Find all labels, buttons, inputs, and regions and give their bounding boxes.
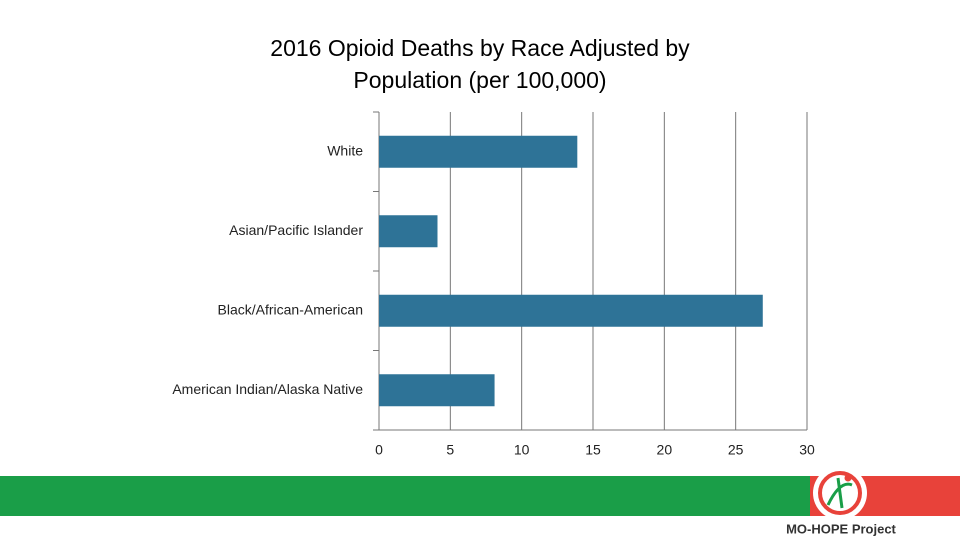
y-tick-label: Black/African-American bbox=[218, 301, 364, 317]
logo-ring bbox=[818, 471, 862, 515]
x-tick-label: 5 bbox=[446, 442, 454, 458]
bar bbox=[379, 374, 495, 407]
y-tick-label: American Indian/Alaska Native bbox=[172, 381, 363, 397]
bar bbox=[379, 135, 578, 168]
x-tick-label: 15 bbox=[585, 442, 601, 458]
x-tick-label: 0 bbox=[375, 442, 383, 458]
footer-band-green bbox=[0, 476, 810, 516]
x-tick-label: 25 bbox=[728, 442, 744, 458]
logo-head bbox=[844, 474, 852, 482]
y-tick-label: White bbox=[327, 142, 363, 158]
chart-title: 2016 Opioid Deaths by Race Adjusted by P… bbox=[270, 35, 690, 93]
bar bbox=[379, 294, 763, 327]
brand: MO-HOPE Project bbox=[786, 521, 896, 536]
x-tick-label: 10 bbox=[514, 442, 530, 458]
x-tick-label: 20 bbox=[657, 442, 673, 458]
bar bbox=[379, 215, 438, 248]
y-tick-label: Asian/Pacific Islander bbox=[229, 222, 363, 238]
logo-figure bbox=[826, 477, 853, 509]
x-tick-label: 30 bbox=[799, 442, 815, 458]
